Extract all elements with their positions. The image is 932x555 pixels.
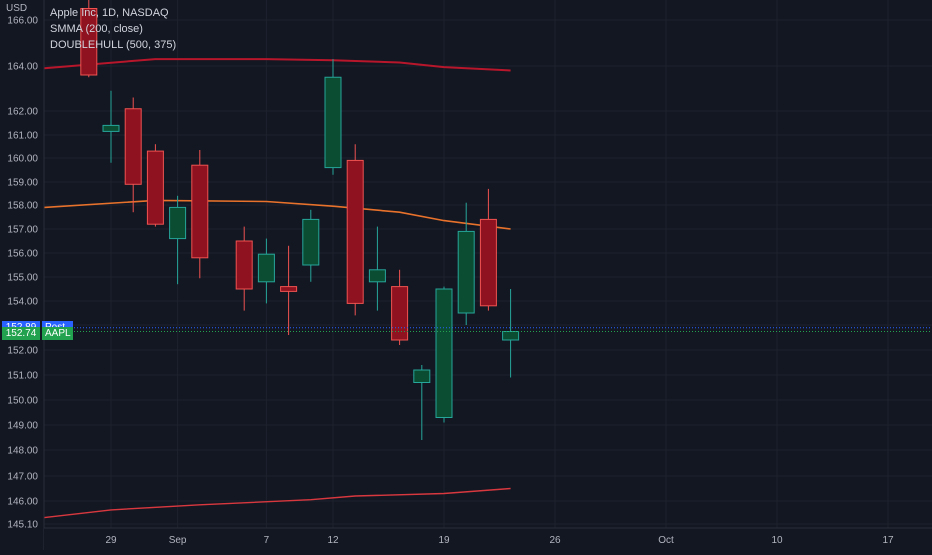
last-price-label: AAPL: [42, 326, 73, 340]
y-tick-label: 158.00: [7, 201, 38, 212]
y-tick-label: 151.00: [7, 371, 38, 382]
candle-body: [502, 331, 520, 341]
candle-body: [413, 369, 431, 383]
candle-body: [391, 286, 409, 341]
doublehull-lower-line: [44, 487, 511, 519]
candle-body: [235, 240, 253, 290]
candle-body: [280, 286, 298, 292]
candle-body: [346, 159, 364, 304]
x-tick-label: 7: [264, 535, 270, 546]
candle-down[interactable]: [124, 97, 142, 213]
x-tick-label: 12: [327, 535, 339, 546]
candle-up[interactable]: [457, 202, 475, 325]
y-tick-label: 145.10: [7, 520, 38, 531]
y-tick-label: 147.00: [7, 472, 38, 483]
y-tick-label: 160.00: [7, 154, 38, 165]
candle-body: [257, 253, 275, 283]
x-tick-label: 26: [549, 535, 561, 546]
y-tick-label: 152.00: [7, 346, 38, 357]
candle-down[interactable]: [235, 226, 253, 311]
y-tick-label: 156.00: [7, 249, 38, 260]
candle-body: [479, 218, 497, 307]
x-axis-background: [44, 528, 932, 550]
candle-down[interactable]: [391, 269, 409, 345]
y-tick-label: 155.00: [7, 273, 38, 284]
x-axis[interactable]: 29 Sep 7 12 19 26 Oct 10 17: [44, 527, 932, 550]
candle-body: [146, 150, 164, 225]
x-tick-label: 19: [438, 535, 450, 546]
indicator-smma-label[interactable]: SMMA (200, close): [50, 23, 143, 35]
candle-up[interactable]: [169, 195, 187, 285]
x-tick-label: Sep: [169, 535, 187, 546]
last-price-value: 152.74: [2, 326, 40, 340]
candle-down[interactable]: [346, 144, 364, 316]
candle-up[interactable]: [502, 289, 520, 378]
y-tick-label: 148.00: [7, 446, 38, 457]
y-tick-label: 157.00: [7, 225, 38, 236]
candle-body: [191, 164, 209, 259]
candle-down[interactable]: [80, 0, 98, 78]
y-tick-label: 150.00: [7, 396, 38, 407]
candle-down[interactable]: [191, 149, 209, 279]
candle-up[interactable]: [368, 226, 386, 311]
candle-down[interactable]: [280, 245, 298, 335]
candle-body: [124, 108, 142, 185]
candle-up[interactable]: [324, 59, 342, 175]
y-axis[interactable]: 145.10 146.00 147.00 148.00 149.00 150.00 151.…: [0, 0, 45, 550]
x-tick-label: 29: [105, 535, 117, 546]
candle-body: [457, 230, 475, 314]
candle-down[interactable]: [479, 188, 497, 311]
x-tick-label: 17: [882, 535, 894, 546]
y-tick-label: 146.00: [7, 497, 38, 508]
candle-up[interactable]: [102, 90, 120, 163]
candle-up[interactable]: [302, 209, 320, 282]
candle-down[interactable]: [146, 144, 164, 227]
candle-body: [368, 269, 386, 283]
candle-body: [302, 218, 320, 266]
candle-up[interactable]: [413, 365, 431, 440]
candle-up[interactable]: [435, 286, 453, 423]
currency-label: USD: [6, 3, 28, 14]
symbol-title[interactable]: Apple Inc, 1D, NASDAQ: [50, 7, 169, 19]
chart-legend: Apple Inc, 1D, NASDAQ SMMA (200, close) …: [50, 5, 176, 53]
y-tick-label: 154.00: [7, 297, 38, 308]
price-lines: [44, 327, 932, 332]
candles[interactable]: [80, 0, 520, 440]
indicator-doublehull-label[interactable]: DOUBLEHULL (500, 375): [50, 39, 177, 51]
y-tick-label: 149.00: [7, 421, 38, 432]
candle-body: [169, 206, 187, 240]
x-tick-label: Oct: [658, 535, 674, 546]
y-tick-label: 162.00: [7, 107, 38, 118]
candle-body: [324, 76, 342, 169]
last-price-tag: 152.74 AAPL: [2, 326, 73, 340]
candle-body: [435, 288, 453, 418]
y-tick-label: 159.00: [7, 178, 38, 189]
y-tick-label: 164.00: [7, 62, 38, 73]
y-axis-background: [0, 0, 44, 550]
candle-body: [80, 8, 98, 76]
x-tick-label: 10: [771, 535, 783, 546]
candle-body: [102, 124, 120, 132]
y-tick-label: 161.00: [7, 131, 38, 142]
doublehull-upper-line: [44, 58, 511, 72]
y-tick-label: 166.00: [7, 16, 38, 27]
candle-up[interactable]: [257, 238, 275, 304]
